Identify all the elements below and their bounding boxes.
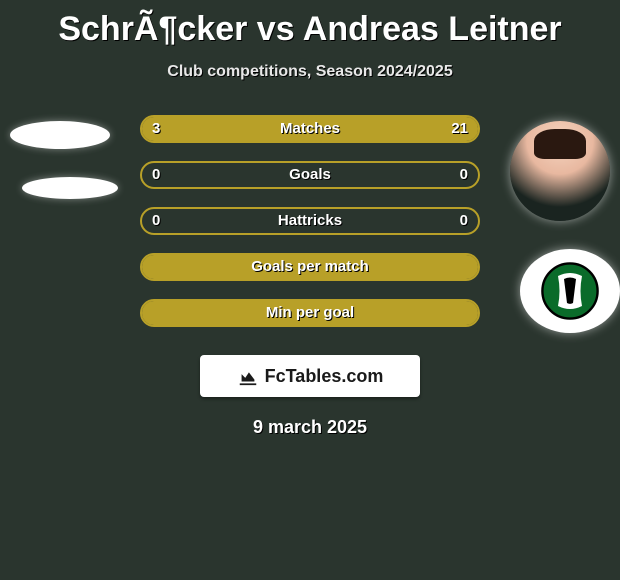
page-title: SchrÃ¶cker vs Andreas Leitner — [0, 0, 620, 49]
stat-pill: Goals0 0 — [140, 161, 480, 189]
stat-pill: Goals per match — [140, 253, 480, 281]
brand-label: FcTables.com — [265, 366, 384, 387]
stat-pill: Min per goal — [140, 299, 480, 327]
comparison-area: Matches321Goals00Hattricks00Goals per ma… — [0, 115, 620, 345]
stat-value-left: 3 — [152, 120, 160, 137]
stat-pill: Matches3 21 — [140, 115, 480, 143]
stat-value-left: 0 — [152, 212, 160, 229]
stat-label: Hattricks — [142, 212, 478, 229]
stat-label: Matches — [142, 120, 478, 137]
stat-value-left: 0 — [152, 166, 160, 183]
left-player-avatar — [10, 121, 110, 149]
stat-label: Goals — [142, 166, 478, 183]
right-player-avatar — [510, 121, 610, 221]
right-club-crest — [520, 249, 620, 333]
stat-pills: Matches321Goals00Hattricks00Goals per ma… — [140, 115, 480, 345]
stat-pill: Hattricks0 0 — [140, 207, 480, 235]
crest-icon — [540, 261, 600, 321]
chart-icon — [237, 365, 259, 387]
footer-date: 9 march 2025 — [0, 417, 620, 438]
stat-value-right: 21 — [451, 120, 468, 137]
stat-value-right: 0 — [460, 212, 468, 229]
stat-label: Min per goal — [142, 304, 478, 321]
stat-label: Goals per match — [142, 258, 478, 275]
stat-value-right: 0 — [460, 166, 468, 183]
left-club-crest — [22, 177, 118, 199]
brand-badge[interactable]: FcTables.com — [200, 355, 420, 397]
subtitle: Club competitions, Season 2024/2025 — [0, 63, 620, 81]
